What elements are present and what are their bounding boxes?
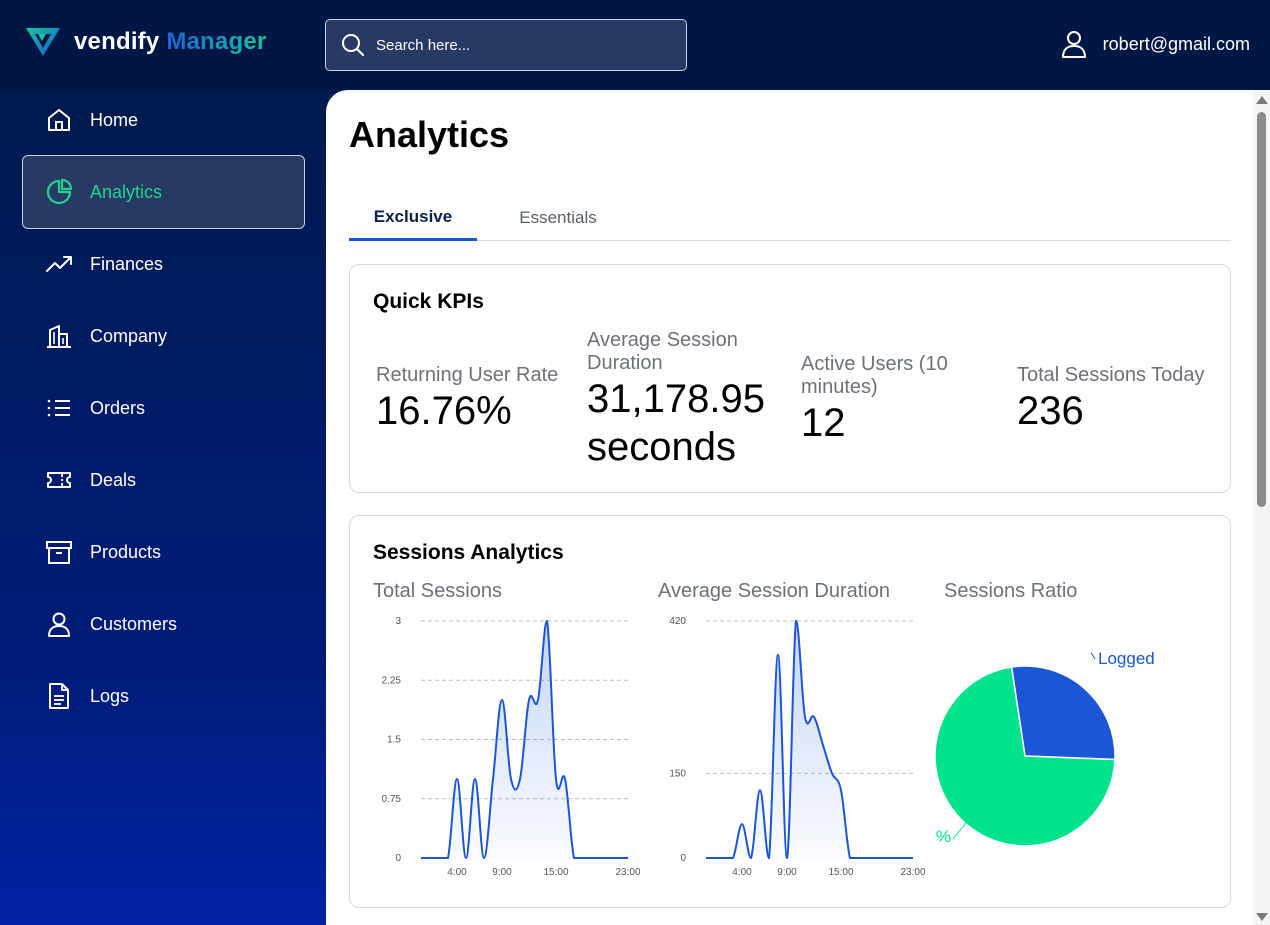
tab-bar: Exclusive Essentials xyxy=(349,196,1231,241)
sidebar-item-logs[interactable]: Logs xyxy=(22,659,305,733)
kpi-active-users: Active Users (10 minutes) 12 xyxy=(801,353,991,447)
sidebar-item-products[interactable]: Products xyxy=(22,515,305,589)
search-icon xyxy=(342,34,365,57)
average-session-duration-chart: 0 150 420 4:00 9:00 15:00 23:00 xyxy=(669,616,925,878)
scroll-down-arrow-icon[interactable] xyxy=(1256,913,1268,921)
sidebar: Home Analytics Finances Company xyxy=(0,90,326,925)
x-tick-label: 23:00 xyxy=(900,867,925,878)
x-tick-label: 23:00 xyxy=(615,867,640,878)
sidebar-item-label: Analytics xyxy=(90,181,163,202)
y-tick-label: 420 xyxy=(669,616,686,627)
kpi-average-session-duration: Average Session Duration 31,178.95 secon… xyxy=(587,329,782,471)
pie-label-line xyxy=(952,818,970,840)
kpi-label: Active Users (10 minutes) xyxy=(801,353,948,398)
top-bar: vendify Manager robert@gmail.com xyxy=(0,0,1270,90)
kpi-label: Returning User Rate xyxy=(376,364,559,386)
tab-essentials[interactable]: Essentials xyxy=(519,208,597,227)
x-tick-label: 9:00 xyxy=(492,867,512,878)
sessions-analytics-card: Sessions Analytics Total Sessions Averag… xyxy=(349,515,1231,908)
sessions-ratio-pie-chart: Logged in: 72% xyxy=(935,649,1155,847)
x-tick-label: 9:00 xyxy=(777,867,797,878)
search-box[interactable] xyxy=(325,19,687,71)
card-title: Quick KPIs xyxy=(373,290,484,313)
scroll-up-arrow-icon[interactable] xyxy=(1256,96,1268,104)
trending-up-icon xyxy=(46,256,72,272)
main-content: Analytics Exclusive Essentials Quick KPI… xyxy=(326,90,1270,925)
series-area xyxy=(706,621,913,858)
kpi-label: Average Session Duration xyxy=(587,329,738,374)
y-tick-label: 0 xyxy=(395,853,401,864)
kpi-label: Total Sessions Today xyxy=(1017,364,1205,386)
document-icon xyxy=(49,683,69,709)
scroll-thumb[interactable] xyxy=(1257,112,1266,507)
x-tick-label: 4:00 xyxy=(732,867,752,878)
sidebar-item-label: Home xyxy=(90,109,139,130)
building-icon xyxy=(47,325,71,348)
x-tick-label: 4:00 xyxy=(447,867,467,878)
sidebar-item-customers[interactable]: Customers xyxy=(22,587,305,661)
sidebar-item-label: Finances xyxy=(90,253,164,274)
y-tick-label: 0 xyxy=(680,853,686,864)
y-tick-label: 150 xyxy=(669,768,686,779)
sidebar-item-label: Customers xyxy=(90,613,178,634)
y-tick-label: 2.25 xyxy=(382,675,402,686)
user-email: robert@gmail.com xyxy=(1102,33,1250,54)
scrollbar[interactable] xyxy=(1253,90,1270,925)
sidebar-item-home[interactable]: Home xyxy=(22,83,305,157)
sidebar-item-analytics[interactable]: Analytics xyxy=(22,155,305,229)
x-tick-label: 15:00 xyxy=(828,867,853,878)
quick-kpis-card: Quick KPIs Returning User Rate 16.76% Av… xyxy=(349,264,1231,493)
sidebar-item-label: Company xyxy=(90,325,168,346)
tab-exclusive[interactable]: Exclusive xyxy=(349,196,477,241)
vendify-logo-icon xyxy=(26,28,60,56)
pie-label: Logged xyxy=(1098,649,1155,668)
chart-title-sessions-ratio: Sessions Ratio xyxy=(944,580,1078,602)
kpi-total-sessions-today: Total Sessions Today 236 xyxy=(1017,364,1222,435)
kpi-value: 16.76% xyxy=(376,389,512,433)
sidebar-item-label: Logs xyxy=(90,685,130,706)
sidebar-item-company[interactable]: Company xyxy=(22,299,305,373)
user-menu[interactable]: robert@gmail.com xyxy=(1061,30,1250,58)
chart-title-average-session-duration: Average Session Duration xyxy=(658,580,890,602)
pie-chart-icon xyxy=(46,178,73,205)
pie-slice xyxy=(935,666,1116,847)
y-tick-label: 3 xyxy=(395,616,401,627)
brand-suffix: Manager xyxy=(166,28,267,55)
total-sessions-chart: 0 0.75 1.5 2.25 3 4:00 9:00 15:00 23:00 xyxy=(382,616,640,878)
x-tick-label: 15:00 xyxy=(543,867,568,878)
sidebar-item-label: Deals xyxy=(90,469,137,490)
sidebar-item-orders[interactable]: Orders xyxy=(22,371,305,445)
card-title: Sessions Analytics xyxy=(373,541,564,564)
brand-name: vendify xyxy=(74,28,160,55)
chart-title-total-sessions: Total Sessions xyxy=(373,580,502,602)
pie-label: in: 72% xyxy=(935,827,951,846)
sidebar-item-finances[interactable]: Finances xyxy=(22,227,305,301)
pie-slice xyxy=(1010,665,1116,761)
y-tick-label: 0.75 xyxy=(382,794,402,805)
archive-box-icon xyxy=(46,541,72,564)
kpi-value: 31,178.95 seconds xyxy=(587,377,765,469)
pie-label-line xyxy=(1090,652,1096,660)
y-tick-label: 1.5 xyxy=(387,735,401,746)
sidebar-item-label: Orders xyxy=(90,397,146,418)
kpi-value: 236 xyxy=(1017,389,1084,433)
ticket-icon xyxy=(47,472,71,488)
home-icon xyxy=(48,109,70,131)
sidebar-item-label: Products xyxy=(90,541,162,562)
series-line xyxy=(706,619,913,860)
series-line xyxy=(421,619,628,860)
kpi-value: 12 xyxy=(801,401,846,445)
list-icon xyxy=(47,399,70,417)
kpi-returning-user-rate: Returning User Rate 16.76% xyxy=(376,364,576,435)
user-icon xyxy=(1061,31,1086,58)
user-icon xyxy=(48,612,70,637)
page-title: Analytics xyxy=(349,114,510,155)
sidebar-item-deals[interactable]: Deals xyxy=(22,443,305,517)
logo[interactable]: vendify Manager xyxy=(24,26,266,58)
search-input[interactable] xyxy=(376,36,666,54)
